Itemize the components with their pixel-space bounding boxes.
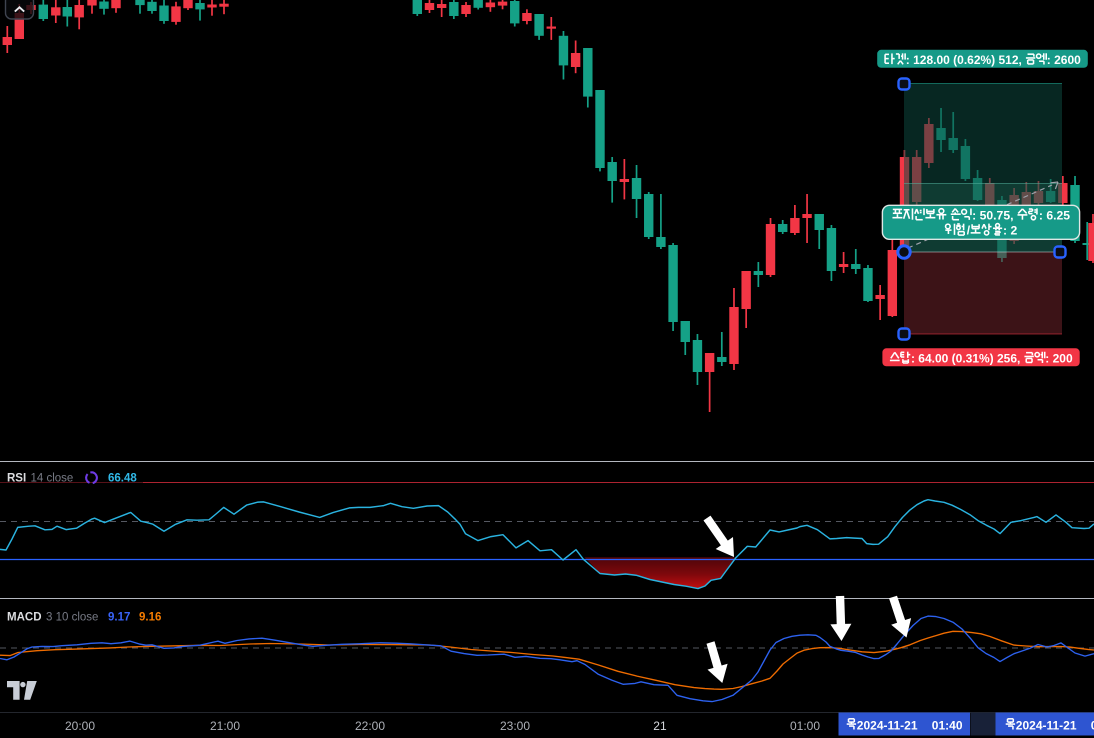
svg-text:3 10 close: 3 10 close [46, 611, 98, 623]
svg-text:9.17: 9.17 [108, 611, 130, 623]
svg-text:: 2600: : 2600 [1047, 53, 1081, 67]
svg-text:01:40: 01:40 [932, 718, 963, 732]
svg-text:23:00: 23:00 [500, 719, 530, 733]
svg-text:RSI: RSI [7, 472, 26, 484]
svg-text:2024-11-21: 2024-11-21 [1016, 718, 1077, 732]
svg-text:20:00: 20:00 [65, 719, 95, 733]
svg-text:: 200: : 200 [1045, 352, 1073, 366]
svg-text:01:40: 01:40 [1091, 718, 1094, 732]
svg-text:01:00: 01:00 [790, 719, 820, 733]
svg-text:9.16: 9.16 [139, 611, 161, 623]
svg-text:: 64.00 (0.31%) 256,: : 64.00 (0.31%) 256, [911, 352, 1020, 366]
svg-text:: 128.00 (0.62%) 512,: : 128.00 (0.62%) 512, [906, 53, 1022, 67]
svg-text:2024-11-21: 2024-11-21 [857, 718, 918, 732]
svg-text:21: 21 [653, 719, 667, 733]
svg-text:14 close: 14 close [31, 472, 74, 484]
svg-text:22:00: 22:00 [355, 719, 385, 733]
svg-text:: 2: : 2 [1003, 224, 1017, 238]
svg-text:66.48: 66.48 [108, 472, 137, 484]
svg-text:21:00: 21:00 [210, 719, 240, 733]
svg-text:: 6.25: : 6.25 [1039, 209, 1070, 223]
svg-text:/: / [967, 224, 971, 238]
svg-text:: 50.75,: : 50.75, [972, 209, 1013, 223]
svg-text:MACD: MACD [7, 611, 42, 623]
